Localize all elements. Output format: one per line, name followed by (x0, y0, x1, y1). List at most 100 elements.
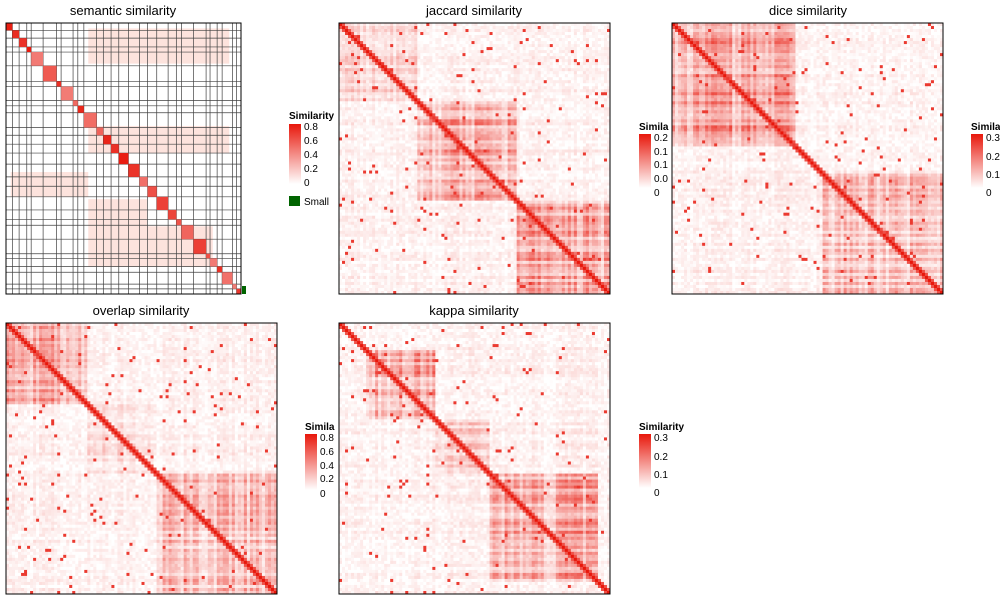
heatmap-cell (420, 44, 423, 47)
heatmap-cell (447, 56, 450, 59)
heatmap-cell (420, 47, 423, 50)
heatmap-cell (402, 44, 405, 47)
heatmap-cell (453, 32, 456, 35)
heatmap-cell (475, 56, 478, 59)
heatmap-cell (369, 32, 372, 35)
heatmap-cell (456, 41, 459, 44)
heatmap-cell (378, 47, 381, 50)
heatmap-cell (481, 35, 484, 38)
heatmap-cell (375, 50, 378, 53)
heatmap-cell (496, 44, 499, 47)
heatmap-cell (384, 53, 387, 56)
heatmap-cell (372, 50, 375, 53)
heatmap-cell (535, 26, 538, 29)
heatmap-cell (571, 41, 574, 44)
heatmap-diagonal-block (157, 197, 168, 210)
heatmap-cell (357, 56, 360, 59)
legend-tick: 0 (304, 178, 310, 189)
heatmap-cell (499, 35, 502, 38)
heatmap-cell (447, 26, 450, 29)
heatmap-cell (478, 56, 481, 59)
heatmap-cell (589, 26, 592, 29)
heatmap-cell (357, 35, 360, 38)
heatmap-cell (423, 29, 426, 32)
heatmap-cell (408, 29, 411, 32)
heatmap-cell (360, 56, 363, 59)
heatmap-cell (414, 35, 417, 38)
heatmap-cell (481, 53, 484, 56)
heatmap-cell (423, 50, 426, 53)
heatmap-cell (378, 56, 381, 59)
heatmap-cell (565, 32, 568, 35)
heatmap-cell (465, 50, 468, 53)
heatmap-cell (459, 32, 462, 35)
heatmap-cell (393, 35, 396, 38)
heatmap-cell (505, 44, 508, 47)
heatmap-cell (393, 59, 396, 62)
heatmap-cell (565, 35, 568, 38)
legend-colorbar (289, 124, 301, 184)
heatmap-cell (493, 26, 496, 29)
heatmap-cell (456, 38, 459, 41)
heatmap-cell (556, 50, 559, 53)
heatmap-cell (435, 44, 438, 47)
heatmap-cell (456, 32, 459, 35)
heatmap-cell (490, 32, 493, 35)
heatmap-cell (384, 59, 387, 62)
heatmap-cell (417, 53, 420, 56)
heatmap-cell (517, 29, 520, 32)
heatmap-cell (462, 50, 465, 53)
heatmap-cell (426, 35, 429, 38)
heatmap-cell (417, 50, 420, 53)
heatmap-cell (556, 41, 559, 44)
heatmap-cell (523, 38, 526, 41)
heatmap-cell (402, 32, 405, 35)
heatmap-cell (556, 32, 559, 35)
heatmap-cell (450, 50, 453, 53)
heatmap-diagonal-block (237, 289, 241, 294)
heatmap-cell (490, 50, 493, 53)
heatmap-cell (526, 32, 529, 35)
heatmap-cell (517, 32, 520, 35)
heatmap-cell (496, 29, 499, 32)
heatmap-cell (381, 44, 384, 47)
heatmap-cell (505, 59, 508, 62)
heatmap-cell (532, 32, 535, 35)
heatmap-cell (405, 47, 408, 50)
heatmap-cell (411, 41, 414, 44)
heatmap-cell (459, 26, 462, 29)
heatmap-cell (435, 41, 438, 44)
heatmap-diagonal-block (222, 272, 232, 284)
heatmap-cell (556, 38, 559, 41)
heatmap-cell (475, 50, 478, 53)
heatmap-cell (393, 50, 396, 53)
heatmap-cell (390, 41, 393, 44)
heatmap-cell (538, 26, 541, 29)
heatmap-cell (565, 29, 568, 32)
heatmap-cell (505, 29, 508, 32)
heatmap-cell (381, 35, 384, 38)
heatmap-cell (471, 41, 474, 44)
heatmap-cell (342, 26, 345, 29)
heatmap-cell (550, 29, 553, 32)
heatmap-cell (478, 35, 481, 38)
heatmap-cell (456, 53, 459, 56)
heatmap-cell (505, 47, 508, 50)
heatmap-cell (553, 29, 556, 32)
heatmap-cell (487, 41, 490, 44)
heatmap-cell (592, 35, 595, 38)
heatmap-cell (487, 35, 490, 38)
heatmap-cell (375, 26, 378, 29)
heatmap-cell (366, 38, 369, 41)
heatmap-cell (411, 59, 414, 62)
heatmap-cell (441, 41, 444, 44)
heatmap-cell (435, 29, 438, 32)
heatmap-cell (547, 44, 550, 47)
heatmap-cell (601, 56, 604, 59)
heatmap-cell (529, 44, 532, 47)
heatmap-cell (547, 29, 550, 32)
heatmap-cell (378, 59, 381, 62)
heatmap-cell (372, 53, 375, 56)
heatmap-cell (562, 35, 565, 38)
heatmap-cell (381, 41, 384, 44)
